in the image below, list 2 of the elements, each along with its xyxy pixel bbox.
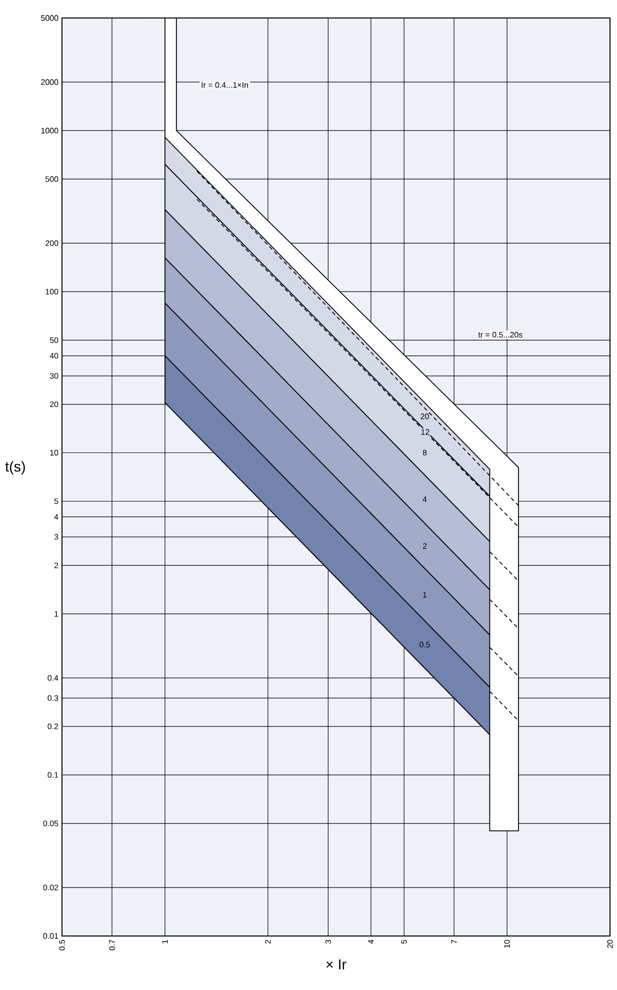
y-axis-title: t(s) (5, 461, 25, 475)
x-axis-title: × Ir (326, 959, 346, 970)
